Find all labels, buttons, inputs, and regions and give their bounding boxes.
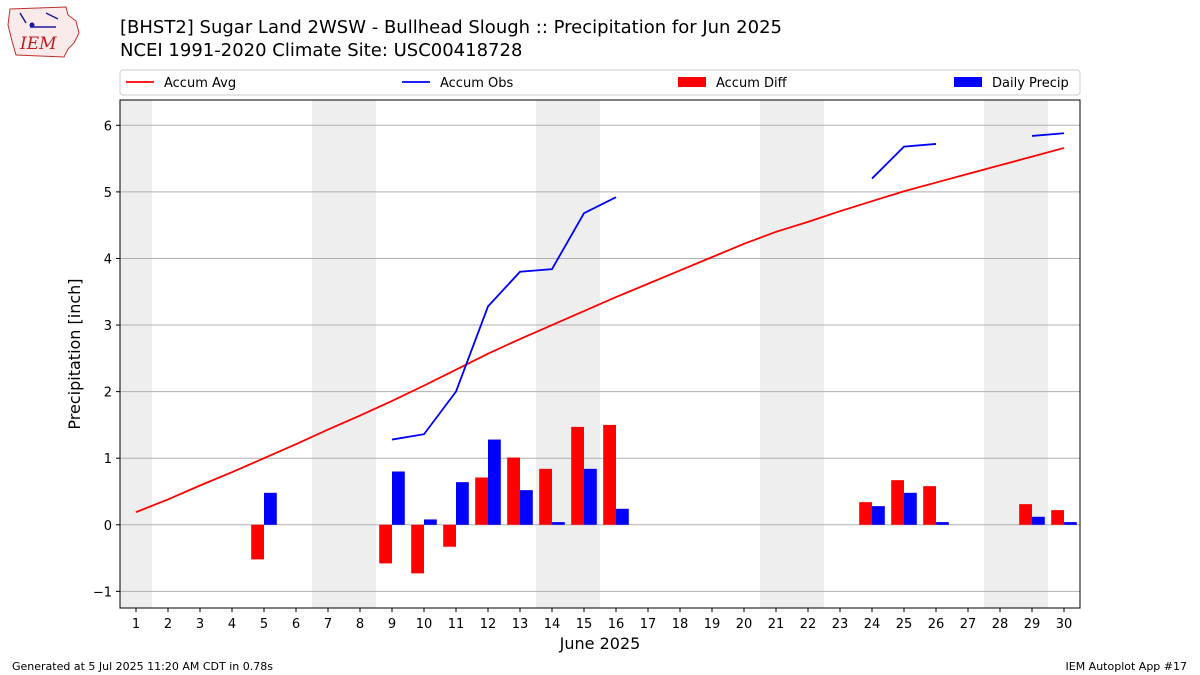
generated-timestamp: Generated at 5 Jul 2025 11:20 AM CDT in … (12, 660, 273, 673)
x-tick-label: 14 (544, 617, 561, 632)
x-tick-label: 13 (512, 617, 529, 632)
daily-precip-bar (392, 471, 405, 525)
lines (135, 132, 1065, 513)
y-tick-label: 6 (104, 119, 112, 134)
y-tick-label: 5 (104, 186, 112, 201)
daily-precip-bar (1032, 516, 1045, 525)
x-axis-label: June 2025 (559, 634, 641, 653)
x-tick-label: 10 (416, 617, 433, 632)
daily-precip-bar (584, 468, 597, 525)
accum-diff-bar (859, 502, 872, 525)
x-tick-label: 30 (1056, 617, 1073, 632)
logo-text: IEM (19, 34, 57, 54)
x-tick-label: 11 (448, 617, 465, 632)
x-tick-label: 9 (388, 617, 396, 632)
y-tick-label: −1 (93, 585, 112, 600)
daily-precip-bar (904, 492, 917, 525)
accum-avg-line (135, 147, 1065, 513)
accum-diff-bar (891, 480, 904, 525)
y-tick-label: 2 (104, 386, 112, 401)
x-tick-label: 25 (896, 617, 913, 632)
x-tick-label: 18 (672, 617, 689, 632)
y-tick-label: 1 (104, 452, 112, 467)
weekend-band (312, 100, 376, 608)
daily-precip-bar (872, 506, 885, 525)
accum-obs-line (1031, 132, 1065, 137)
x-tick-label: 22 (800, 617, 817, 632)
iem-logo: IEM (6, 5, 82, 63)
legend-label: Daily Precip (992, 76, 1069, 91)
daily-precip-bar (264, 492, 277, 525)
legend-box (119, 69, 1081, 96)
accum-diff-bar (923, 486, 936, 525)
x-tick-label: 17 (640, 617, 657, 632)
daily-precip-bar (520, 490, 533, 525)
y-axis-label: Precipitation [inch] (65, 278, 84, 429)
x-tick-label: 19 (704, 617, 721, 632)
x-tick-label: 2 (164, 617, 172, 632)
accum-diff-bar (571, 426, 584, 525)
chart-title: [BHST2] Sugar Land 2WSW - Bullhead Sloug… (120, 17, 782, 38)
weekend-shading (120, 100, 1048, 608)
accum-diff-bar (603, 424, 616, 525)
x-tick-label: 20 (736, 617, 753, 632)
daily-precip-bar (1064, 522, 1077, 525)
daily-precip-bar (552, 522, 565, 525)
legend-label: Accum Obs (440, 76, 513, 91)
daily-precip-bar (488, 439, 501, 525)
bars (251, 424, 1077, 574)
x-tick-label: 23 (832, 617, 849, 632)
legend-swatch (954, 77, 982, 87)
x-tick-label: 16 (608, 617, 625, 632)
accum-diff-bar (443, 524, 456, 547)
accum-diff-bar (1051, 510, 1064, 525)
x-tick-label: 12 (480, 617, 497, 632)
accum-diff-bar (411, 524, 424, 574)
y-tick-label: 3 (104, 319, 112, 334)
x-tick-label: 27 (960, 617, 977, 632)
y-tick-label: 0 (104, 519, 112, 534)
app-label: IEM Autoplot App #17 (1065, 660, 1188, 673)
weekend-band (984, 100, 1048, 608)
x-tick-label: 3 (196, 617, 204, 632)
weekend-band (760, 100, 824, 608)
daily-precip-bar (616, 508, 629, 525)
chart-subtitle: NCEI 1991-2020 Climate Site: USC00418728 (120, 40, 523, 61)
accum-diff-bar (539, 468, 552, 525)
legend-label: Accum Diff (716, 76, 788, 91)
accum-diff-bar (507, 457, 520, 525)
grid-lines (120, 124, 1080, 592)
legend: Accum Avg Accum Obs Accum Diff Daily Precip (119, 69, 1081, 96)
x-tick-label: 21 (768, 617, 785, 632)
x-tick-label: 8 (356, 617, 364, 632)
x-tick-label: 4 (228, 617, 236, 632)
legend-swatch (678, 77, 706, 87)
x-tick-label: 26 (928, 617, 945, 632)
daily-precip-bar (456, 482, 469, 525)
x-tick-label: 24 (864, 617, 881, 632)
weekend-band (536, 100, 600, 608)
x-tick-label: 5 (260, 617, 268, 632)
daily-precip-bar (424, 519, 437, 525)
x-tick-label: 29 (1024, 617, 1041, 632)
accum-obs-line (871, 143, 937, 180)
y-tick-label: 4 (104, 252, 112, 267)
daily-precip-bar (936, 522, 949, 525)
accum-diff-bar (475, 477, 488, 525)
accum-diff-bar (379, 524, 392, 564)
accum-diff-bar (1019, 504, 1032, 525)
x-tick-label: 7 (324, 617, 332, 632)
x-tick-label: 15 (576, 617, 593, 632)
x-tick-label: 1 (132, 617, 140, 632)
x-tick-label: 28 (992, 617, 1009, 632)
legend-label: Accum Avg (164, 76, 236, 91)
weekend-band (120, 100, 152, 608)
x-tick-label: 6 (292, 617, 300, 632)
accum-diff-bar (251, 524, 264, 560)
plot-frame (119, 99, 1081, 609)
accum-obs-line (391, 196, 617, 441)
